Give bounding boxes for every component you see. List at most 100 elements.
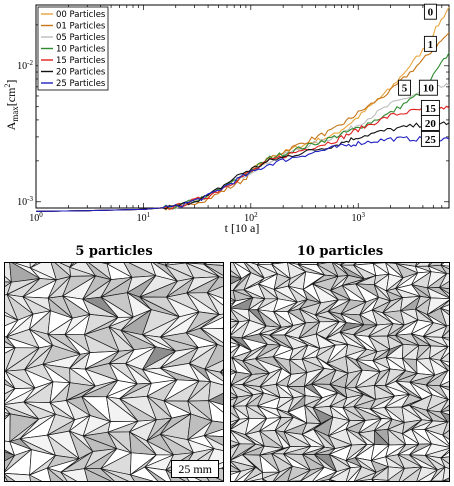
legend-entry: 00 Particles bbox=[56, 10, 106, 20]
right-panel-title: 10 particles bbox=[296, 244, 384, 259]
end-label: 5 bbox=[402, 83, 408, 95]
legend-entry: 15 Particles bbox=[56, 56, 106, 66]
y-axis-label-sub: max bbox=[10, 106, 20, 122]
grain-cell bbox=[221, 467, 223, 470]
x-axis-label: t [10 a] bbox=[225, 221, 260, 235]
x-tick-label: 100 bbox=[29, 211, 43, 224]
grain-cell bbox=[319, 478, 331, 481]
grain-cell bbox=[5, 276, 13, 283]
end-label-box bbox=[423, 35, 437, 52]
y-axis-label-sup: 2 bbox=[3, 84, 12, 88]
left-panel-title: 5 particles bbox=[75, 244, 153, 259]
grain-cell bbox=[231, 369, 237, 373]
grain-cell bbox=[219, 371, 223, 377]
grain-cell bbox=[438, 370, 449, 387]
grain-cell bbox=[442, 430, 449, 440]
grain-cell bbox=[203, 263, 223, 279]
end-label: 25 bbox=[425, 134, 437, 146]
left-grain-map: 25 mm bbox=[4, 262, 224, 482]
legend-entry: 01 Particles bbox=[56, 22, 106, 32]
grain-cell bbox=[440, 449, 449, 459]
grain-cell bbox=[440, 456, 449, 469]
grain-cell bbox=[439, 307, 449, 327]
grain-cell bbox=[439, 346, 449, 361]
grain-cell bbox=[328, 478, 333, 481]
y-axis-label: Amax[cm2] bbox=[3, 80, 20, 131]
grain-cell bbox=[203, 435, 223, 451]
grain-cell bbox=[208, 399, 223, 423]
left-grain-map-image bbox=[5, 263, 223, 481]
end-label-box bbox=[398, 79, 412, 96]
grain-cell bbox=[442, 466, 449, 481]
x-tick-label: 101 bbox=[137, 211, 151, 224]
series-lines bbox=[35, 6, 450, 212]
grain-cell bbox=[262, 478, 267, 481]
grain-cell bbox=[439, 411, 449, 423]
end-label: 0 bbox=[428, 7, 434, 19]
grain-cell bbox=[5, 413, 11, 442]
grain-cell bbox=[100, 468, 129, 481]
grain-cell bbox=[438, 385, 449, 401]
right-grain-map-image bbox=[231, 263, 449, 481]
grain-cell bbox=[249, 478, 264, 481]
end-label: 20 bbox=[425, 118, 437, 130]
grain-cell bbox=[206, 292, 223, 315]
scale-bar: 25 mm bbox=[171, 460, 219, 478]
grain-cell bbox=[5, 315, 19, 327]
end-label-box bbox=[418, 79, 438, 96]
grain-cell bbox=[329, 479, 337, 481]
y-axis-label-main: A bbox=[4, 121, 18, 130]
grain-cell bbox=[5, 473, 31, 481]
grain-cell bbox=[129, 474, 154, 481]
grain-cell bbox=[200, 327, 223, 347]
y-axis-label-close: ] bbox=[4, 80, 18, 84]
grain-cell bbox=[440, 300, 449, 309]
grain-cell bbox=[5, 451, 16, 462]
end-label: 10 bbox=[423, 83, 435, 95]
legend-entry: 25 Particles bbox=[56, 79, 106, 89]
grain-cell bbox=[231, 470, 241, 475]
legend-entry: 05 Particles bbox=[56, 33, 106, 43]
grain-cell bbox=[438, 273, 449, 289]
y-axis-label-unit: [cm bbox=[4, 87, 18, 106]
grain-cell bbox=[5, 474, 16, 481]
y-tick-label: 10-2 bbox=[17, 59, 33, 72]
grain-cell bbox=[441, 336, 449, 348]
grain-cell bbox=[231, 297, 237, 302]
grain-cell bbox=[370, 478, 389, 481]
end-label: 1 bbox=[428, 39, 434, 51]
grain-cell bbox=[441, 479, 449, 481]
grain-cell bbox=[355, 478, 374, 481]
grain-cell bbox=[439, 287, 449, 298]
right-grain-map bbox=[230, 262, 450, 482]
grain-cell bbox=[231, 275, 243, 285]
y-tick-label: 10-3 bbox=[17, 195, 33, 208]
grain-cell bbox=[442, 434, 449, 445]
grain-cell bbox=[440, 264, 449, 275]
grain-cell bbox=[371, 479, 375, 481]
grain-cell bbox=[46, 467, 64, 481]
grain-cell bbox=[144, 466, 166, 481]
grain-cell bbox=[29, 474, 42, 481]
grain-cell bbox=[387, 480, 390, 481]
end-label-box bbox=[420, 130, 440, 147]
grain-cell bbox=[5, 384, 16, 395]
grain-cell bbox=[60, 471, 77, 481]
x-tick-label: 102 bbox=[244, 211, 258, 224]
grain-cell bbox=[440, 399, 449, 413]
grain-cell bbox=[440, 360, 449, 372]
legend-entry: 20 Particles bbox=[56, 68, 106, 78]
grain-cell bbox=[5, 379, 16, 389]
x-tick-label: 103 bbox=[351, 211, 365, 224]
series-line-25-particles bbox=[35, 135, 450, 212]
end-label-box bbox=[420, 114, 440, 131]
legend-entry: 10 Particles bbox=[56, 45, 106, 55]
end-label-box bbox=[423, 3, 437, 20]
grain-cell bbox=[441, 324, 449, 338]
end-label: 15 bbox=[425, 103, 437, 115]
grain-cell bbox=[439, 304, 449, 312]
